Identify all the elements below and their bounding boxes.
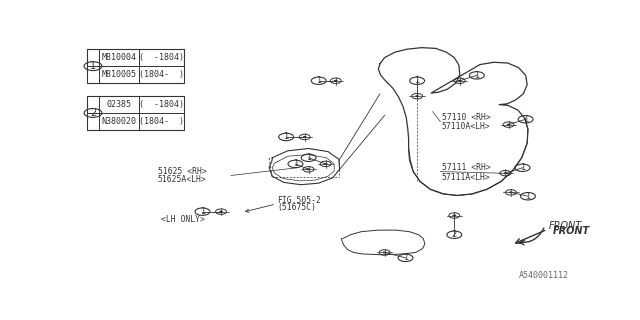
Text: 57110 <RH>: 57110 <RH> — [442, 113, 491, 122]
Circle shape — [307, 168, 310, 170]
Text: 1: 1 — [200, 207, 205, 216]
Text: 2: 2 — [452, 230, 457, 239]
Circle shape — [415, 95, 419, 97]
Text: 57110A<LH>: 57110A<LH> — [442, 123, 491, 132]
Circle shape — [219, 211, 223, 212]
Circle shape — [303, 136, 307, 138]
Text: 1: 1 — [403, 253, 408, 262]
Text: (51675C): (51675C) — [278, 203, 317, 212]
Text: (1804-  ): (1804- ) — [139, 117, 184, 126]
Text: 1: 1 — [415, 76, 420, 85]
Text: 1: 1 — [520, 163, 525, 172]
Text: 1: 1 — [306, 153, 311, 162]
Text: 1: 1 — [474, 71, 479, 80]
Text: 57111A<LH>: 57111A<LH> — [442, 172, 491, 181]
Circle shape — [324, 163, 328, 165]
Circle shape — [452, 214, 456, 217]
Bar — [88, 96, 184, 130]
Text: 1: 1 — [284, 132, 289, 141]
Text: 1: 1 — [316, 76, 321, 85]
Text: M810005: M810005 — [101, 70, 136, 79]
Text: 1: 1 — [525, 192, 531, 201]
Text: 1: 1 — [523, 115, 528, 124]
Text: 1: 1 — [90, 61, 96, 71]
Text: (  -1804): ( -1804) — [139, 100, 184, 109]
Text: 1: 1 — [293, 159, 298, 168]
Text: (1804-  ): (1804- ) — [139, 70, 184, 79]
Text: M810004: M810004 — [101, 53, 136, 62]
Text: FRONT: FRONT — [553, 226, 590, 236]
Text: 2: 2 — [90, 108, 96, 118]
Circle shape — [507, 124, 511, 126]
Circle shape — [458, 80, 461, 82]
Text: <LH ONLY>: <LH ONLY> — [161, 215, 205, 224]
Text: N380020: N380020 — [101, 117, 136, 126]
Circle shape — [383, 252, 387, 253]
Text: 51625 <RH>: 51625 <RH> — [157, 167, 206, 176]
Circle shape — [509, 191, 513, 193]
Text: FRONT: FRONT — [549, 220, 582, 230]
Circle shape — [334, 80, 338, 82]
Text: (  -1804): ( -1804) — [139, 53, 184, 62]
Text: FIG.505-2: FIG.505-2 — [278, 196, 321, 204]
Text: 02385: 02385 — [106, 100, 131, 109]
Text: 57111 <RH>: 57111 <RH> — [442, 163, 491, 172]
Circle shape — [504, 172, 508, 174]
Bar — [88, 50, 184, 83]
Text: A540001112: A540001112 — [518, 271, 568, 280]
Text: 51625A<LH>: 51625A<LH> — [157, 175, 206, 184]
